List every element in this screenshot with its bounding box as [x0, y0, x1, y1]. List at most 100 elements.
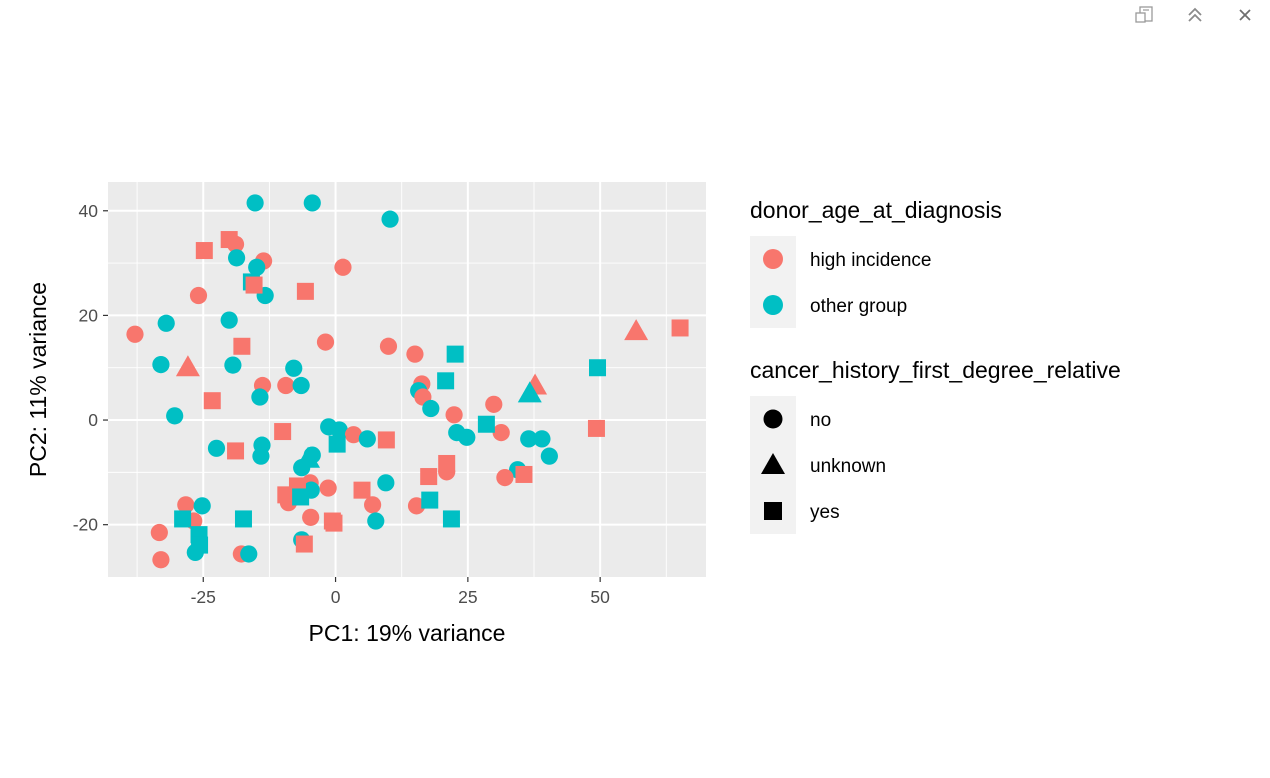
- legend-title: donor_age_at_diagnosis: [750, 197, 1002, 223]
- data-point: [152, 551, 170, 569]
- major-gridlines: [108, 182, 706, 577]
- data-point: [381, 210, 399, 228]
- data-point: [191, 536, 209, 554]
- data-point: [295, 535, 313, 553]
- y-axis-title: PC2: 11% variance: [25, 282, 51, 477]
- x-tick-label: -25: [191, 587, 216, 607]
- legend-key-swatch: [763, 295, 783, 315]
- x-axis-title: PC1: 19% variance: [309, 620, 506, 646]
- data-point: [334, 258, 352, 276]
- legend-key-swatch: [761, 453, 785, 474]
- data-point: [220, 311, 238, 329]
- data-point: [224, 356, 242, 374]
- collapse-button[interactable]: [1170, 0, 1220, 30]
- data-point: [540, 447, 558, 465]
- data-point: [177, 496, 195, 514]
- data-point: [477, 415, 495, 433]
- y-tick-label: 40: [79, 201, 99, 221]
- data-point: [240, 545, 258, 563]
- data-point: [377, 474, 395, 492]
- data-point: [274, 423, 292, 441]
- data-point: [496, 468, 514, 487]
- data-point: [246, 194, 264, 212]
- x-tick-label: 25: [458, 587, 477, 607]
- collapse-icon: [1186, 6, 1204, 24]
- data-point: [303, 194, 321, 212]
- legend-title: cancer_history_first_degree_relative: [750, 357, 1121, 383]
- close-icon: [1237, 7, 1253, 23]
- data-point: [193, 497, 211, 515]
- legend-key-swatch: [764, 502, 782, 520]
- data-point: [445, 406, 463, 424]
- data-point: [437, 372, 455, 390]
- data-point: [319, 479, 337, 497]
- data-point: [344, 426, 363, 444]
- data-point: [533, 430, 551, 448]
- legend-key-swatch: [763, 249, 783, 269]
- x-tick-label: 50: [590, 587, 610, 607]
- data-point: [587, 419, 605, 437]
- data-point: [150, 523, 168, 542]
- close-button[interactable]: [1220, 0, 1270, 30]
- data-point: [302, 508, 320, 526]
- data-point: [492, 424, 510, 442]
- data-point: [220, 231, 238, 249]
- data-point: [422, 399, 440, 418]
- legend-entry-label: yes: [810, 502, 840, 523]
- data-point: [485, 395, 503, 413]
- data-point: [277, 376, 295, 395]
- data-point: [358, 430, 376, 448]
- data-point: [438, 454, 456, 472]
- x-tick-label: 0: [331, 587, 341, 607]
- x-axis-ticks: -25 0 25 50: [191, 577, 610, 607]
- legend-entry-label: unknown: [810, 456, 886, 477]
- y-axis-ticks: -20 0 20 40: [73, 201, 108, 535]
- data-point: [251, 388, 269, 406]
- data-point: [152, 355, 170, 374]
- data-point: [407, 497, 426, 515]
- data-point: [195, 242, 213, 260]
- export-button[interactable]: [1120, 0, 1170, 30]
- data-point: [367, 512, 385, 530]
- data-point: [248, 258, 266, 276]
- legend-key-swatch: [763, 409, 783, 429]
- y-tick-label: 20: [79, 305, 99, 325]
- data-point: [671, 319, 689, 337]
- data-point: [328, 435, 346, 453]
- data-point: [292, 488, 310, 506]
- legend-entry-label: high incidence: [810, 250, 931, 271]
- data-point: [515, 465, 533, 483]
- data-point: [624, 319, 649, 341]
- data-point: [330, 421, 348, 439]
- y-tick-label: -20: [73, 515, 99, 535]
- data-point: [234, 510, 252, 528]
- data-point: [442, 510, 460, 528]
- data-point: [421, 491, 439, 509]
- data-point: [207, 439, 226, 457]
- data-point: [379, 337, 398, 355]
- data-point: [353, 481, 371, 499]
- data-point: [227, 249, 246, 267]
- legend-entry-label: other group: [810, 296, 907, 317]
- data-point: [175, 355, 200, 377]
- legend-entry-label: no: [810, 410, 831, 431]
- export-icon: [1134, 5, 1156, 25]
- data-point: [296, 282, 314, 300]
- data-point: [316, 333, 335, 351]
- data-point: [227, 442, 245, 460]
- data-point: [377, 431, 395, 449]
- data-point: [174, 510, 192, 528]
- data-point: [277, 486, 295, 504]
- data-point: [517, 381, 542, 403]
- data-point: [420, 468, 438, 486]
- y-tick-label: 0: [88, 410, 98, 430]
- data-points: [126, 194, 689, 569]
- window-toolbar: [1120, 0, 1270, 30]
- data-point: [589, 359, 607, 377]
- data-point: [189, 286, 208, 305]
- data-point: [166, 407, 184, 425]
- data-point: [252, 447, 270, 465]
- data-point: [233, 337, 251, 355]
